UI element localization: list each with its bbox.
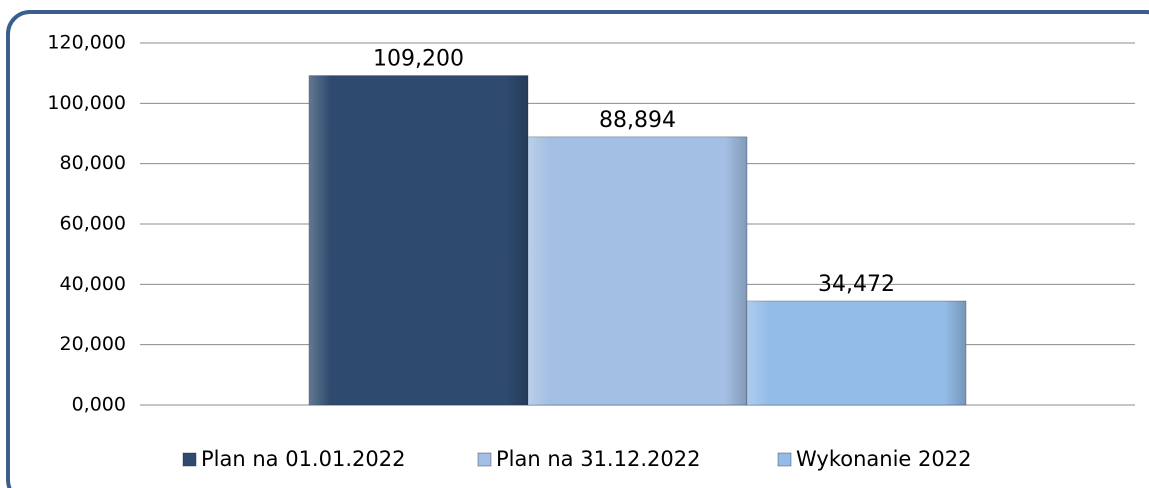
y-tick-label: 40,000 [60,273,126,295]
frame [6,10,1149,488]
data-label: 34,472 [818,272,895,297]
data-label: 109,200 [373,47,464,72]
legend-swatch [477,452,492,467]
data-label: 88,894 [599,108,676,133]
y-tick-label: 60,000 [60,213,126,235]
y-tick-label: 100,000 [47,92,126,114]
y-tick-label: 0,000 [72,394,126,416]
legend-label: Wykonanie 2022 [796,447,971,471]
bar [527,136,748,406]
bar [308,75,529,406]
y-tick-label: 20,000 [60,333,126,355]
legend-swatch [182,452,197,467]
bar [746,300,967,406]
legend-label: Plan na 31.12.2022 [496,447,700,471]
legend-swatch [777,452,792,467]
y-tick-label: 80,000 [60,152,126,174]
y-tick-label: 120,000 [47,32,126,54]
legend-label: Plan na 01.01.2022 [201,447,405,471]
